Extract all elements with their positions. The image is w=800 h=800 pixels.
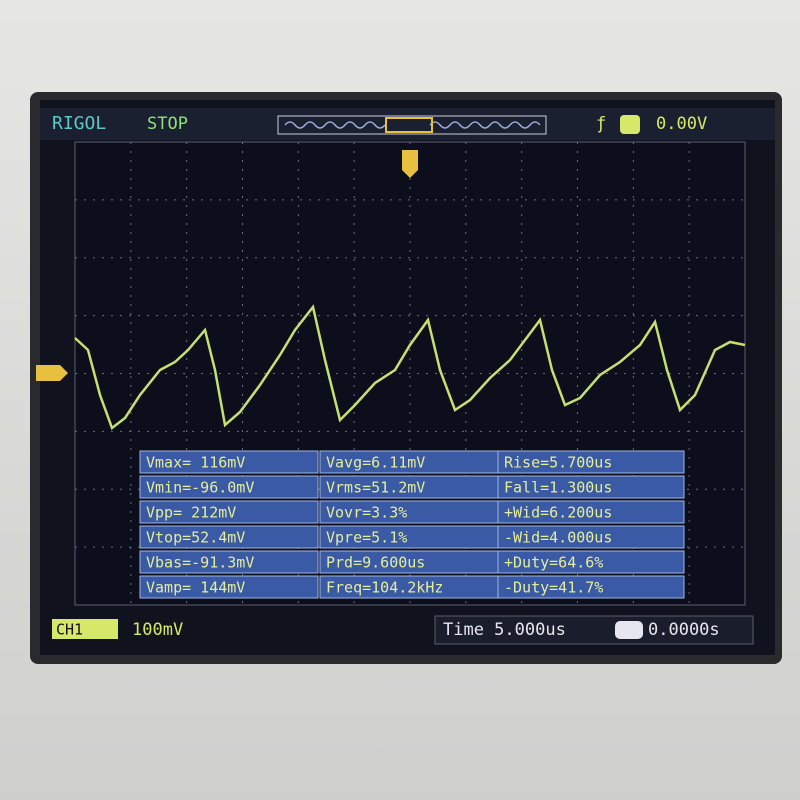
measurement-cell [139,500,319,524]
measurement-cell [497,550,685,574]
measurement: Vpre=5.1% [326,529,407,547]
measurement: +Duty=64.6% [504,554,603,572]
measurement-cell [497,575,685,599]
waveform [74,304,746,431]
trigger-channel-icon [620,115,640,134]
offset: 0.0000s [648,620,720,640]
memory-bar [277,115,547,135]
measurement: Vamp= 144mV [146,579,245,597]
measurement: Vavg=6.11mV [326,454,425,472]
channel-badge [52,619,118,639]
timebase-box [434,615,754,645]
measurement: Vmin=-96.0mV [146,479,254,497]
measurement-cell [497,500,685,524]
measurement-cell [497,450,685,474]
measurement-cell [139,575,319,599]
timebase: Time 5.000us [443,620,566,640]
offset-icon [615,621,643,639]
scale: 100mV [132,620,183,640]
measurement: Vpp= 212mV [146,504,236,522]
measurement-cell [139,550,319,574]
measurement: Prd=9.600us [326,554,425,572]
header-bar [40,108,775,140]
trigger-position-marker [402,150,418,178]
measurement: Vrms=51.2mV [326,479,425,497]
measurement: Freq=104.2kHz [326,579,443,597]
measurement-cell [139,525,319,549]
measurement-table: Vmax= 116mV Vavg=6.11mV Rise=5.700us Vmin=-… [139,450,685,599]
measurement-cell [497,475,685,499]
measurement-cell [497,525,685,549]
measurement: Vmax= 116mV [146,454,245,472]
channel: CH1 [56,621,83,639]
brand: RIGOL [52,113,106,134]
measurement: Vtop=52.4mV [146,529,245,547]
measurement: Rise=5.700us [504,454,612,472]
measurement: -Duty=41.7% [504,579,603,597]
measurement-cell [139,450,319,474]
measurement: -Wid=4.000us [504,529,612,547]
memory-wave [284,121,541,129]
measurement: Fall=1.300us [504,479,612,497]
channel-ground-marker [36,365,68,381]
trigger-level: 0.00V [656,114,707,134]
measurement: +Wid=6.200us [504,504,612,522]
trigger-slope-icon: ƒ [596,114,606,134]
measurement-cell [139,475,319,499]
measurement: Vovr=3.3% [326,504,407,522]
memory-window [385,117,433,133]
measurement: Vbas=-91.3mV [146,554,254,572]
status: STOP [147,114,188,134]
